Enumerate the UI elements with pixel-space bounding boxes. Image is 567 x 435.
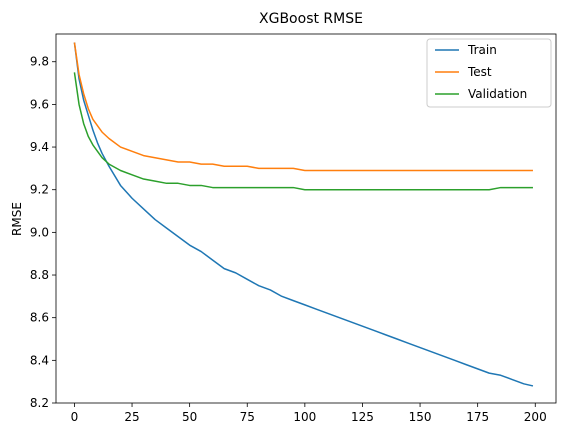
y-axis-label: RMSE [10, 202, 24, 236]
legend: Train Test Validation [427, 39, 551, 107]
y-tick-label: 8.2 [30, 396, 49, 410]
y-tick-label: 9.8 [30, 55, 49, 69]
y-tick-label: 9.2 [30, 183, 49, 197]
y-tick-label: 8.8 [30, 268, 49, 282]
x-tick-label: 25 [124, 410, 139, 424]
legend-label-validation: Validation [468, 87, 527, 101]
y-tick-label: 9.0 [30, 225, 49, 239]
legend-label-train: Train [467, 43, 497, 57]
x-tick-label: 75 [240, 410, 255, 424]
x-tick-label: 150 [409, 410, 432, 424]
y-tick-label: 8.6 [30, 311, 49, 325]
chart-title: XGBoost RMSE [259, 11, 363, 27]
x-tick-label: 175 [466, 410, 489, 424]
x-tick-label: 200 [524, 410, 547, 424]
y-tick-label: 8.4 [30, 353, 49, 367]
y-tick-label: 9.4 [30, 140, 49, 154]
x-tick-label: 0 [71, 410, 79, 424]
legend-label-test: Test [467, 65, 492, 79]
x-tick-label: 125 [351, 410, 374, 424]
y-tick-label: 9.6 [30, 97, 49, 111]
x-tick-label: 50 [182, 410, 197, 424]
x-tick-label: 100 [293, 410, 316, 424]
